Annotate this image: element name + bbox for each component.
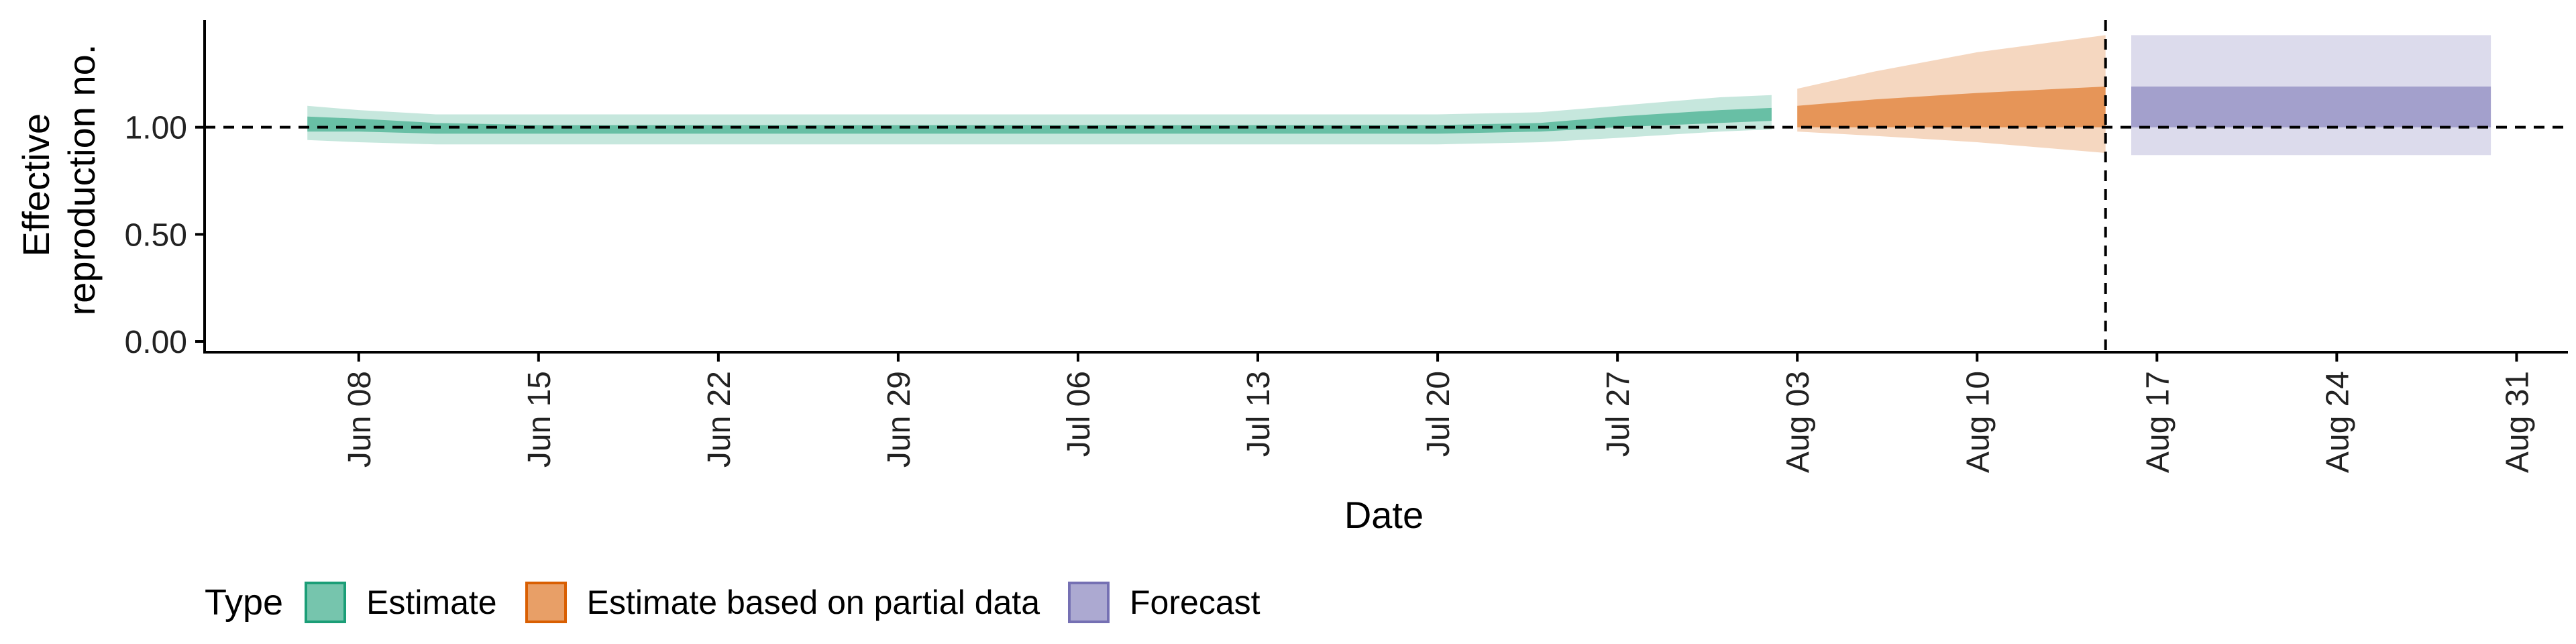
x-tick-label: Jun 08 <box>342 371 378 468</box>
ribbon-inner-estimate-based-on-partial-data <box>1797 87 2106 127</box>
y-tick-label: 0.50 <box>125 217 187 253</box>
y-axis-label: Effective reproduction no. <box>15 44 103 316</box>
legend-title: Type <box>205 582 284 623</box>
x-ticks: Jun 08 Jun 15 Jun 22 Jun 29 Jul 06 Jul 13 Jul … <box>342 352 2535 473</box>
legend-label-partial: Estimate based on partial data <box>586 584 1040 621</box>
x-tick-label: Jun 15 <box>522 371 557 468</box>
legend-label-estimate: Estimate <box>366 584 497 621</box>
x-tick-label: Aug 10 <box>1960 371 1996 473</box>
ribbon-inner-estimate <box>307 107 1772 134</box>
y-tick-label: 0.00 <box>125 325 187 360</box>
x-tick-label: Jul 13 <box>1241 371 1277 457</box>
x-tick-label: Aug 17 <box>2140 371 2176 473</box>
legend-swatch-partial <box>525 582 567 623</box>
ribbons <box>307 35 2491 156</box>
legend-label-forecast: Forecast <box>1130 584 1260 621</box>
legend-item-forecast: Forecast <box>1068 582 1260 623</box>
legend-swatch-estimate <box>305 582 347 623</box>
legend-item-partial: Estimate based on partial data <box>525 582 1040 623</box>
y-tick-label: 1.00 <box>125 111 187 146</box>
y-ticks: 0.00 0.50 1.00 <box>125 111 205 360</box>
x-tick-label: Jul 06 <box>1061 371 1097 457</box>
x-tick-label: Jun 22 <box>702 371 737 468</box>
legend-swatch-forecast <box>1068 582 1110 623</box>
x-tick-label: Jul 27 <box>1601 371 1636 457</box>
ribbon-inner-forecast <box>2131 87 2491 127</box>
legend-item-estimate: Estimate <box>305 582 497 623</box>
x-tick-label: Jun 29 <box>881 371 917 468</box>
legend: Type Estimate Estimate based on partial … <box>205 576 1289 629</box>
y-axis-label-line-1: Effective <box>15 113 57 257</box>
x-tick-label: Aug 24 <box>2320 371 2355 473</box>
x-tick-label: Jul 20 <box>1421 371 1456 457</box>
ribbon-outer-estimate <box>307 95 1772 145</box>
x-axis-label: Date <box>1344 494 1424 536</box>
y-axis-label-line-2: reproduction no. <box>60 44 103 316</box>
x-tick-label: Aug 31 <box>2500 371 2535 473</box>
x-tick-label: Aug 03 <box>1780 371 1816 473</box>
